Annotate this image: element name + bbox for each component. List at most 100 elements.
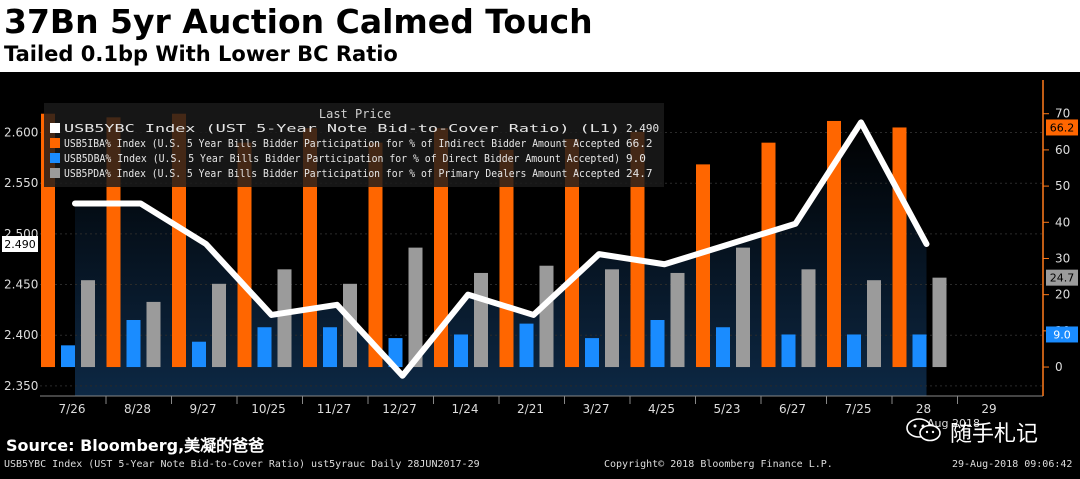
- badge-right-dealers: 24.7: [1050, 272, 1075, 285]
- bar-dealers-7: [539, 265, 554, 368]
- bar-dealers-6: [474, 272, 488, 368]
- badge-right-direct: 9.0: [1053, 328, 1071, 341]
- badge-right-indirect-bg: [1046, 119, 1078, 136]
- legend-box: [44, 103, 664, 187]
- x-tick-5: 12/27: [382, 402, 417, 416]
- x-tick-sublabel: Aug 2018: [927, 417, 980, 430]
- legend-value-direct: 9.0: [626, 152, 646, 165]
- chart-subtitle: Tailed 0.1bp With Lower BC Ratio: [4, 42, 398, 66]
- bar-dealers-9: [670, 272, 685, 368]
- bar-indirect-10: [696, 164, 710, 368]
- bar-direct-12: [847, 334, 861, 368]
- bar-dealers-13: [932, 277, 947, 368]
- x-tick-10: 5/23: [714, 402, 741, 416]
- x-tick-13: 28: [916, 402, 931, 416]
- legend-label-indirect: USB5IBA% Index (U.S. 5 Year Bills Bidder…: [64, 137, 620, 150]
- bar-dealers-3: [277, 269, 292, 368]
- source-label: Source: Bloomberg,美凝的爸爸: [6, 436, 265, 455]
- bar-indirect-3: [237, 142, 252, 368]
- x-tick-4: 11/27: [317, 402, 352, 416]
- bar-dealers-4: [343, 283, 357, 368]
- bars-group: [41, 113, 947, 376]
- left-tick-2: 2.450: [4, 278, 38, 292]
- bar-direct-10: [716, 327, 730, 368]
- bar-direct-11: [781, 334, 796, 368]
- legend: Last Price USB5YBC Index (UST 5-Year Not…: [44, 103, 664, 187]
- badge-right-indirect: 66.2: [1050, 121, 1075, 134]
- footer-left: USB5YBC Index (UST 5-Year Note Bid-to-Co…: [4, 459, 480, 470]
- x-tick-9: 4/25: [648, 402, 675, 416]
- bar-direct-9: [650, 320, 665, 368]
- bar-dealers-5: [408, 247, 423, 368]
- bar-direct-13: [912, 334, 927, 368]
- legend-value-line: 2.490: [626, 122, 659, 135]
- x-tick-0: 7/26: [59, 402, 86, 416]
- footer-timestamp: 29-Aug-2018 09:06:42: [952, 459, 1073, 470]
- badge-right-direct-bg: [1046, 326, 1078, 343]
- bar-dealers-11: [801, 269, 816, 368]
- bar-indirect-9: [630, 131, 645, 368]
- bar-indirect-7: [499, 149, 514, 368]
- x-tick-12: 7/25: [845, 402, 872, 416]
- bloomberg-chart: Last Price USB5YBC Index (UST 5-Year Not…: [2, 80, 1078, 430]
- x-tick-2: 9/27: [190, 402, 217, 416]
- x-tick-6: 1/24: [452, 402, 479, 416]
- bar-direct-0: [61, 345, 75, 368]
- footer-copyright: Copyright© 2018 Bloomberg Finance L.P.: [604, 459, 833, 470]
- brand-watermark: 随手札记: [900, 414, 1050, 447]
- legend-label-dealers: USB5PDA% Index (U.S. 5 Year Bills Bidder…: [64, 167, 620, 180]
- wechat-icon: [906, 418, 941, 442]
- left-tick-4: 2.550: [4, 176, 38, 190]
- bar-indirect-11: [761, 142, 776, 368]
- legend-swatch-line: [50, 123, 60, 133]
- bar-direct-1: [126, 320, 141, 368]
- right-tick-0: 0: [1055, 360, 1063, 374]
- bar-dealers-0: [81, 280, 95, 368]
- x-tick-11: 6/27: [779, 402, 806, 416]
- right-tick-6: 60: [1055, 143, 1070, 157]
- chart-title: 37Bn 5yr Auction Calmed Touch: [4, 2, 593, 41]
- x-tick-3: 10/25: [251, 402, 286, 416]
- bar-dealers-10: [736, 247, 750, 368]
- bar-direct-5: [388, 338, 403, 368]
- legend-swatch-dealers: [50, 168, 60, 178]
- bar-direct-8: [585, 338, 599, 368]
- right-tick-3: 30: [1055, 251, 1070, 265]
- x-tick-1: 8/28: [124, 402, 151, 416]
- legend-title: Last Price: [319, 107, 391, 121]
- chart-header: 37Bn 5yr Auction Calmed Touch Tailed 0.1…: [0, 0, 1080, 72]
- legend-label-line: USB5YBC Index (UST 5-Year Note Bid-to-Co…: [64, 122, 620, 135]
- left-tick-1: 2.400: [4, 328, 38, 342]
- badge-right-dealers-bg: [1046, 269, 1078, 286]
- bar-direct-4: [323, 327, 337, 368]
- legend-value-indirect: 66.2: [626, 137, 653, 150]
- bar-indirect-13: [892, 127, 907, 368]
- x-axis: 7/26 8/28 9/27 10/25 11/27 12/27 1/24 2/21 3/27 4…: [59, 396, 997, 430]
- x-tick-extra: 29: [981, 402, 996, 416]
- bar-indirect-6: [434, 128, 448, 368]
- bar-indirect-8: [565, 139, 579, 368]
- right-tick-4: 40: [1055, 215, 1070, 229]
- brand-text: 随手札记: [950, 422, 1039, 447]
- footer-bar: USB5YBC Index (UST 5-Year Note Bid-to-Co…: [0, 456, 1080, 479]
- bar-dealers-8: [605, 269, 619, 368]
- left-tick-0: 2.350: [4, 379, 38, 393]
- bar-dealers-1: [146, 301, 161, 368]
- bid-to-cover-line: [72, 119, 930, 379]
- legend-value-dealers: 24.7: [626, 167, 653, 180]
- bar-dealers-2: [212, 283, 226, 368]
- bar-dealers-12: [867, 280, 881, 368]
- x-tick-8: 3/27: [583, 402, 610, 416]
- right-tick-2: 20: [1055, 288, 1070, 302]
- bar-indirect-5: [368, 142, 383, 368]
- legend-swatch-direct: [50, 153, 60, 163]
- x-tick-7: 2/21: [517, 402, 544, 416]
- bar-direct-2: [192, 341, 206, 368]
- badge-left-btc-bg: [2, 236, 38, 252]
- left-tick-5: 2.600: [4, 126, 38, 140]
- bar-direct-3: [257, 327, 272, 368]
- badge-left-btc: 2.490: [4, 238, 36, 251]
- right-tick-7: 70: [1055, 107, 1070, 121]
- bar-indirect-12: [827, 120, 841, 368]
